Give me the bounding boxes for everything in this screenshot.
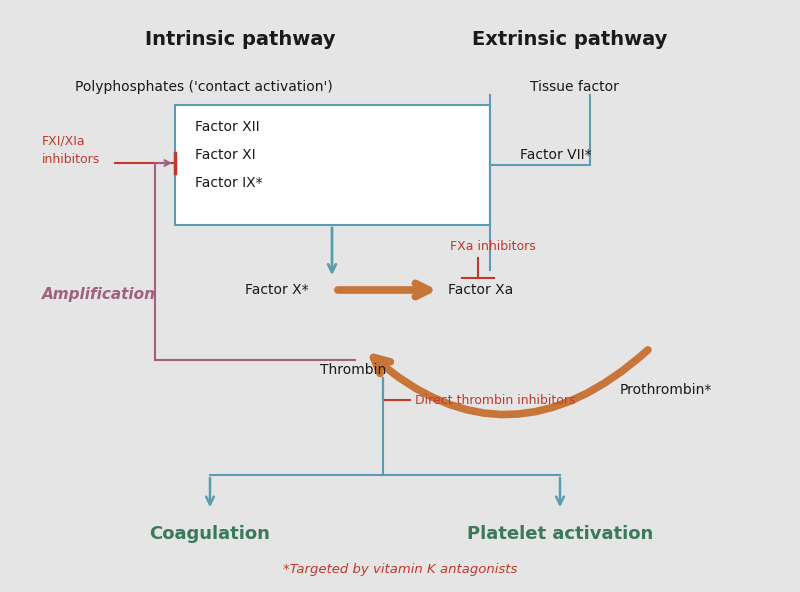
Text: Factor XII: Factor XII — [195, 120, 260, 134]
Text: Prothrombin*: Prothrombin* — [620, 383, 712, 397]
Text: Thrombin: Thrombin — [320, 363, 386, 377]
Text: FXI/XIa: FXI/XIa — [42, 135, 86, 148]
Text: Factor X*: Factor X* — [245, 283, 309, 297]
Text: inhibitors: inhibitors — [42, 153, 100, 166]
Text: Direct thrombin inhibitors: Direct thrombin inhibitors — [415, 394, 575, 407]
Text: FXa inhibitors: FXa inhibitors — [450, 240, 536, 253]
Text: Amplification: Amplification — [42, 288, 156, 303]
Text: Factor IX*: Factor IX* — [195, 176, 262, 190]
Text: Polyphosphates ('contact activation'): Polyphosphates ('contact activation') — [75, 80, 333, 94]
Text: Factor VII*: Factor VII* — [520, 148, 592, 162]
FancyBboxPatch shape — [175, 105, 490, 225]
Text: Factor Xa: Factor Xa — [448, 283, 514, 297]
Text: Extrinsic pathway: Extrinsic pathway — [472, 30, 668, 49]
Text: Factor XI: Factor XI — [195, 148, 256, 162]
Text: Coagulation: Coagulation — [150, 525, 270, 543]
Text: Platelet activation: Platelet activation — [467, 525, 653, 543]
Text: Tissue factor: Tissue factor — [530, 80, 619, 94]
Text: *Targeted by vitamin K antagonists: *Targeted by vitamin K antagonists — [283, 564, 517, 577]
Text: Intrinsic pathway: Intrinsic pathway — [145, 30, 335, 49]
